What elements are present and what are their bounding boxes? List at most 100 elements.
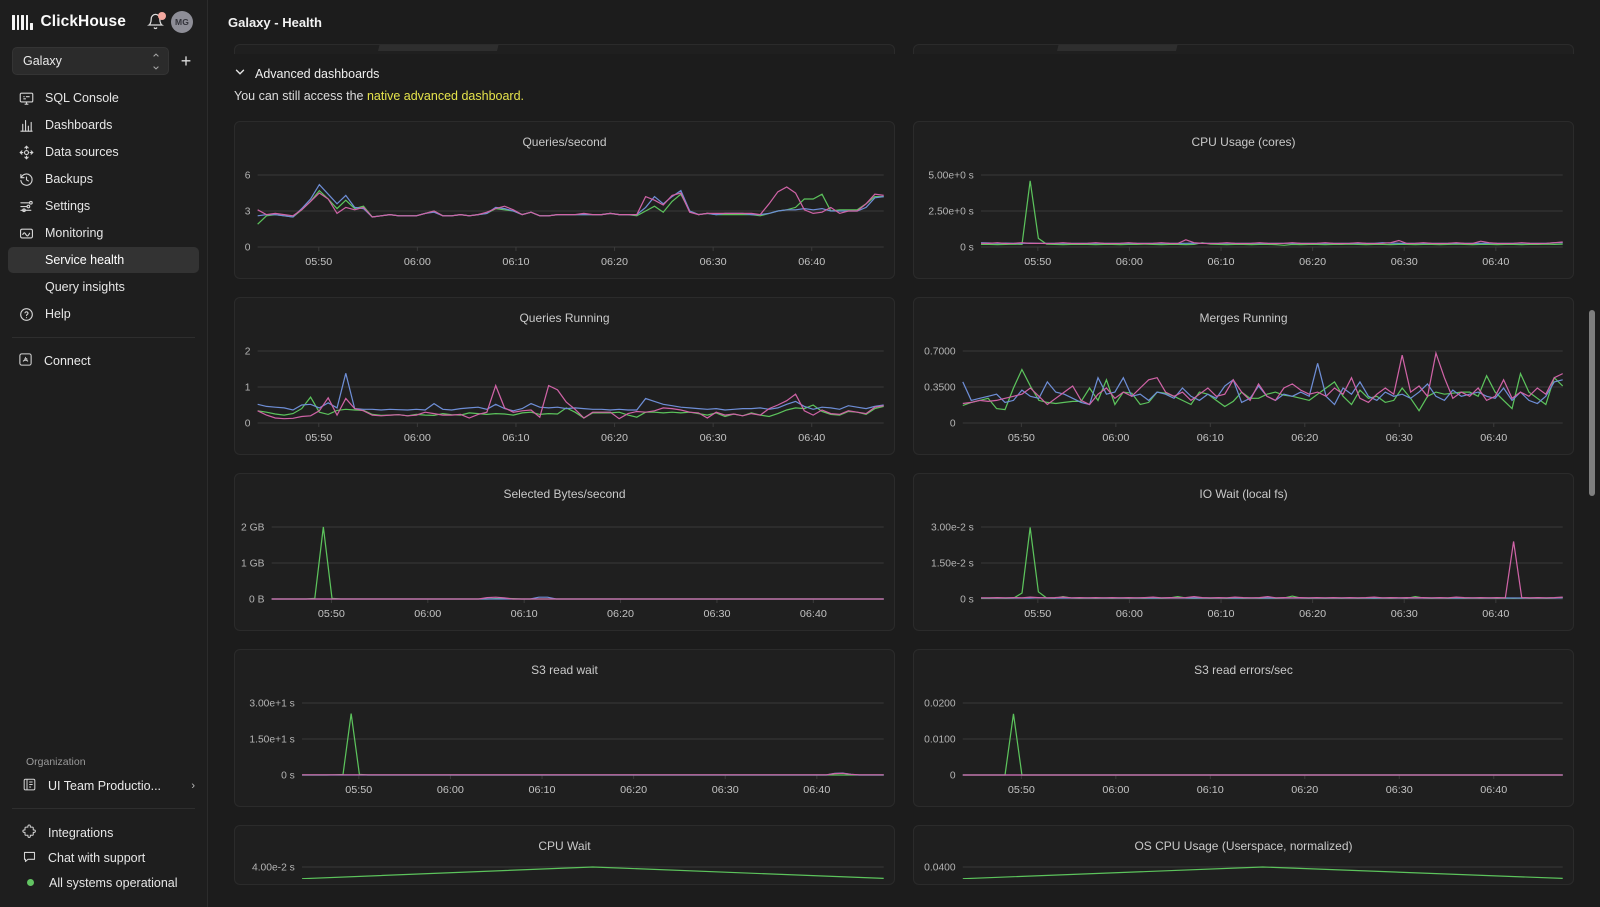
chart-plot[interactable]: 0.0400 bbox=[914, 853, 1573, 879]
svg-text:3: 3 bbox=[245, 207, 251, 218]
chart-plot[interactable]: 0 s 1.50e+1 s 3.00e+1 s 05:50 06:00 06:10 06:2… bbox=[235, 677, 894, 801]
chart-series bbox=[302, 772, 884, 776]
chart-series bbox=[981, 541, 1563, 599]
helper-text: You can still access the native advanced… bbox=[208, 81, 1600, 103]
sidebar-item-label: Chat with support bbox=[48, 850, 146, 865]
sidebar-subitem-label: Service health bbox=[45, 253, 125, 267]
chart-series bbox=[981, 239, 1563, 245]
sidebar-item-label: Monitoring bbox=[45, 226, 104, 240]
chart-panel[interactable]: CPU Wait 4.00e-2 s bbox=[234, 825, 895, 885]
chart-title: S3 read wait bbox=[531, 663, 598, 677]
svg-text:06:40: 06:40 bbox=[798, 256, 825, 268]
chart-panel[interactable]: OS CPU Usage (Userspace, normalized) 0.04… bbox=[913, 825, 1574, 885]
chart-plot[interactable]: 0 1 2 05:50 06:00 06:10 06:20 06:30 06:40 bbox=[235, 325, 894, 449]
svg-text:06:10: 06:10 bbox=[1208, 256, 1235, 268]
sidebar-item-sql-console[interactable]: SQL Console bbox=[8, 85, 199, 111]
sidebar-item-label: SQL Console bbox=[45, 91, 119, 105]
chart-series bbox=[257, 186, 884, 218]
clipped-panels-row bbox=[208, 44, 1600, 54]
svg-text:1 GB: 1 GB bbox=[241, 559, 265, 570]
chart-panel[interactable]: Queries Running 0 1 2 05:50 06:00 06:10 06:20 06… bbox=[234, 297, 895, 455]
avatar[interactable]: MG bbox=[171, 11, 193, 33]
notification-dot-icon bbox=[158, 12, 166, 20]
chat-icon bbox=[22, 849, 37, 867]
svg-text:2.50e+0 s: 2.50e+0 s bbox=[928, 207, 973, 218]
chart-series bbox=[962, 866, 1563, 879]
bell-icon[interactable] bbox=[147, 12, 166, 31]
sidebar-item-dashboards[interactable]: Dashboards bbox=[8, 112, 199, 138]
chart-plot[interactable]: 0 0.0100 0.0200 05:50 06:00 06:10 06:20 06:30 06… bbox=[914, 677, 1573, 801]
brand-actions: MG bbox=[147, 11, 193, 33]
svg-text:06:10: 06:10 bbox=[1208, 608, 1235, 620]
chart-series bbox=[962, 368, 1564, 412]
connect-button[interactable]: Connect bbox=[8, 347, 199, 375]
chart-panel[interactable]: S3 read errors/sec 0 0.0100 0.0200 05:50 06:0… bbox=[913, 649, 1574, 807]
svg-text:1.50e-2 s: 1.50e-2 s bbox=[931, 559, 974, 570]
svg-text:06:00: 06:00 bbox=[437, 784, 464, 796]
svg-text:06:30: 06:30 bbox=[1386, 784, 1413, 796]
svg-text:0: 0 bbox=[245, 243, 251, 254]
svg-text:0: 0 bbox=[950, 771, 956, 782]
primary-nav: SQL Console Dashboards Data sources Back… bbox=[0, 85, 207, 328]
chart-panel[interactable]: S3 read wait 0 s 1.50e+1 s 3.00e+1 s 05:50 06… bbox=[234, 649, 895, 807]
sidebar-item-settings[interactable]: Settings bbox=[8, 193, 199, 219]
svg-text:0 B: 0 B bbox=[249, 595, 265, 606]
chart-title: Selected Bytes/second bbox=[503, 487, 626, 501]
chart-title: Queries/second bbox=[522, 135, 607, 149]
chart-panel[interactable]: Queries/second 0 3 6 05:50 06:00 06:10 06:20 06:… bbox=[234, 121, 895, 279]
svg-text:1.50e+1 s: 1.50e+1 s bbox=[249, 735, 294, 746]
service-select[interactable]: Galaxy bbox=[12, 47, 169, 75]
chart-plot[interactable]: 0 s 1.50e-2 s 3.00e-2 s 05:50 06:00 06:10 06:2… bbox=[914, 501, 1573, 625]
chevron-down-icon bbox=[234, 66, 246, 81]
svg-text:06:00: 06:00 bbox=[404, 256, 431, 268]
svg-text:06:10: 06:10 bbox=[1197, 784, 1224, 796]
sidebar-item-monitoring[interactable]: Monitoring bbox=[8, 220, 199, 246]
page-title: Galaxy - Health bbox=[228, 14, 322, 30]
sidebar-item-label: Integrations bbox=[48, 825, 114, 840]
chart-panel[interactable]: CPU Usage (cores) 0 s 2.50e+0 s 5.00e+0 s 05… bbox=[913, 121, 1574, 279]
chevron-updown-icon bbox=[152, 52, 160, 70]
backups-icon bbox=[18, 171, 34, 187]
chart-plot[interactable]: 0 3 6 05:50 06:00 06:10 06:20 06:30 06:40 bbox=[235, 149, 894, 273]
sidebar-item-data-sources[interactable]: Data sources bbox=[8, 139, 199, 165]
sidebar-item-query-insights[interactable]: Query insights bbox=[8, 274, 199, 300]
native-advanced-dashboard-link[interactable]: native advanced dashboard. bbox=[366, 89, 525, 103]
svg-text:5.00e+0 s: 5.00e+0 s bbox=[928, 171, 973, 182]
svg-text:06:40: 06:40 bbox=[1480, 784, 1507, 796]
vertical-scrollbar[interactable] bbox=[1589, 310, 1595, 496]
chart-plot[interactable]: 0 B 1 GB 2 GB 05:50 06:00 06:10 06:20 06:30 06:4… bbox=[235, 501, 894, 625]
chevron-right-icon: › bbox=[191, 780, 195, 792]
organization-selector[interactable]: UI Team Productio... › bbox=[0, 773, 207, 799]
data-sources-icon bbox=[18, 144, 34, 160]
sidebar-footer: Integrations Chat with support All syste… bbox=[0, 818, 207, 907]
sidebar-item-help[interactable]: Help bbox=[8, 301, 199, 327]
svg-text:0: 0 bbox=[245, 419, 251, 430]
sidebar-item-integrations[interactable]: Integrations bbox=[0, 820, 207, 845]
chart-series bbox=[962, 363, 1563, 406]
chart-plot[interactable]: 4.00e-2 s bbox=[235, 853, 894, 879]
svg-text:06:30: 06:30 bbox=[1386, 432, 1413, 444]
advanced-dashboards-section-header[interactable]: Advanced dashboards bbox=[208, 54, 1600, 81]
svg-text:06:10: 06:10 bbox=[502, 432, 529, 444]
sidebar-item-label: Data sources bbox=[45, 145, 119, 159]
sidebar-item-service-health[interactable]: Service health bbox=[8, 247, 199, 273]
service-selector-row: Galaxy + bbox=[0, 44, 207, 85]
system-status-label: All systems operational bbox=[49, 875, 178, 890]
organization-icon bbox=[22, 777, 37, 795]
sidebar-item-chat-support[interactable]: Chat with support bbox=[0, 845, 207, 870]
scroll-content[interactable]: Advanced dashboards You can still access… bbox=[208, 44, 1600, 907]
chart-panel[interactable]: Selected Bytes/second 0 B 1 GB 2 GB 05:50 06:… bbox=[234, 473, 895, 631]
svg-text:06:40: 06:40 bbox=[1482, 256, 1509, 268]
svg-text:2: 2 bbox=[245, 347, 251, 358]
svg-text:06:10: 06:10 bbox=[529, 784, 556, 796]
chart-panel[interactable]: Merges Running 0 0.3500 0.7000 05:50 06:00 06:… bbox=[913, 297, 1574, 455]
chart-plot[interactable]: 0 0.3500 0.7000 05:50 06:00 06:10 06:20 06:30 06… bbox=[914, 325, 1573, 449]
svg-text:0 s: 0 s bbox=[960, 243, 974, 254]
system-status[interactable]: All systems operational bbox=[0, 870, 207, 895]
sidebar-item-backups[interactable]: Backups bbox=[8, 166, 199, 192]
chart-series bbox=[257, 189, 884, 225]
svg-text:06:40: 06:40 bbox=[798, 432, 825, 444]
add-service-button[interactable]: + bbox=[180, 51, 192, 71]
chart-plot[interactable]: 0 s 2.50e+0 s 5.00e+0 s 05:50 06:00 06:10 06:2… bbox=[914, 149, 1573, 273]
